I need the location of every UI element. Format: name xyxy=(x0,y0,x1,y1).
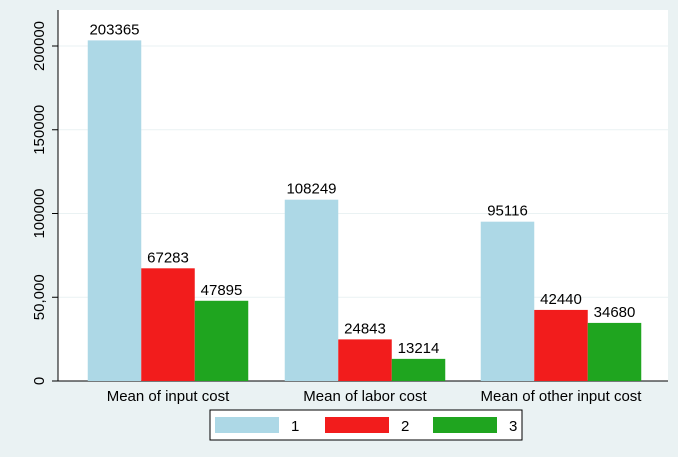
x-tick-label: Mean of other input cost xyxy=(481,388,643,405)
data-label: 95116 xyxy=(487,203,528,220)
bar xyxy=(534,309,588,381)
y-tick-label: 0 xyxy=(31,377,48,385)
data-label: 42440 xyxy=(540,291,582,308)
bar xyxy=(480,221,535,381)
data-label: 203365 xyxy=(89,21,139,38)
data-label: 47895 xyxy=(201,282,243,299)
data-label: 108249 xyxy=(286,181,336,198)
y-tick-label: 200000 xyxy=(31,21,48,71)
x-tick-label: Mean of input cost xyxy=(107,388,230,405)
data-label: 67283 xyxy=(147,249,189,266)
bar xyxy=(194,300,249,381)
bar xyxy=(391,358,446,381)
y-tick-label: 100000 xyxy=(31,188,48,238)
data-label: 13214 xyxy=(398,340,440,357)
legend-swatch xyxy=(215,417,279,433)
bar xyxy=(141,268,195,381)
bar xyxy=(87,40,142,382)
y-tick-label: 150000 xyxy=(31,105,48,155)
legend-label: 3 xyxy=(509,418,517,435)
x-tick-label: Mean of labor cost xyxy=(303,388,427,405)
bar xyxy=(284,199,339,381)
data-label: 34680 xyxy=(594,304,636,321)
legend-label: 2 xyxy=(401,418,409,435)
legend-swatch xyxy=(433,417,497,433)
y-tick-label: 50,000 xyxy=(31,274,48,320)
legend-label: 1 xyxy=(291,418,299,435)
data-label: 24843 xyxy=(344,320,386,337)
legend-swatch xyxy=(325,417,389,433)
bar xyxy=(587,322,642,381)
bar xyxy=(338,339,392,381)
